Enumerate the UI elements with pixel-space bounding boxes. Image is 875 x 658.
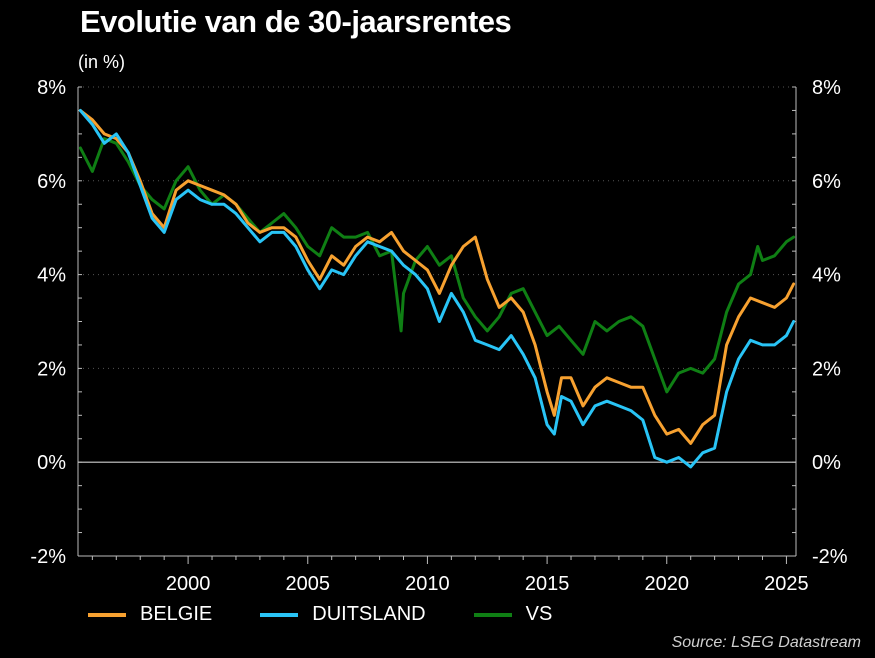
x-tick-label: 2005 xyxy=(286,573,331,595)
series-layer xyxy=(78,109,796,469)
tick-label-layer: -2% -2% 0% 0% 2% 2% 4% 4% 6% 6% 8% 8% 2000 2005 2010 20… xyxy=(30,77,847,595)
y-tick-label-left: 0% xyxy=(37,452,66,474)
y-tick-label-left: 4% xyxy=(37,265,66,287)
legend-label-belgie: BELGIE xyxy=(140,603,213,625)
x-tick-label: 2010 xyxy=(405,573,450,595)
legend-swatch-belgie xyxy=(88,612,126,617)
y-tick-label-left: 8% xyxy=(37,77,66,99)
source-note: Source: LSEG Datastream xyxy=(671,634,861,651)
line-chart: -2% -2% 0% 0% 2% 2% 4% 4% 6% 6% 8% 8% 2000 2005 2010 20… xyxy=(30,77,847,595)
x-tick-label: 2000 xyxy=(166,573,211,595)
legend-item-belgie: BELGIE xyxy=(88,603,212,626)
series-line-belgie xyxy=(78,109,796,445)
y-tick-label-right: 2% xyxy=(812,358,841,380)
x-tick-label: 2020 xyxy=(645,573,690,595)
y-tick-label-right: 0% xyxy=(812,452,841,474)
x-tick-label: 2025 xyxy=(764,573,809,595)
legend-item-duitsland: DUITSLAND xyxy=(260,603,426,626)
y-tick-label-left: 2% xyxy=(37,358,66,380)
series-line-vs xyxy=(78,137,796,394)
legend-label-duitsland: DUITSLAND xyxy=(312,603,426,625)
grid-layer xyxy=(78,86,796,557)
x-tick-label: 2015 xyxy=(525,573,570,595)
y-tick-label-left: -2% xyxy=(30,546,66,568)
legend-swatch-duitsland xyxy=(260,612,299,617)
y-tick-label-right: 6% xyxy=(812,171,841,193)
y-tick-label-right: -2% xyxy=(812,546,848,568)
axis-layer xyxy=(77,86,797,564)
chart-subtitle: (in %) xyxy=(78,52,126,72)
chart-title: Evolutie van de 30-jaarsrentes xyxy=(80,4,512,39)
y-tick-label-right: 8% xyxy=(812,77,841,99)
legend-swatch-vs xyxy=(473,612,512,617)
legend-label-vs: VS xyxy=(525,603,553,625)
legend-item-vs: VS xyxy=(473,603,553,626)
y-tick-label-right: 4% xyxy=(812,265,841,287)
series-line-duitsland xyxy=(78,109,796,469)
y-tick-label-left: 6% xyxy=(37,171,66,193)
legend: BELGIE DUITSLAND VS xyxy=(88,603,600,626)
